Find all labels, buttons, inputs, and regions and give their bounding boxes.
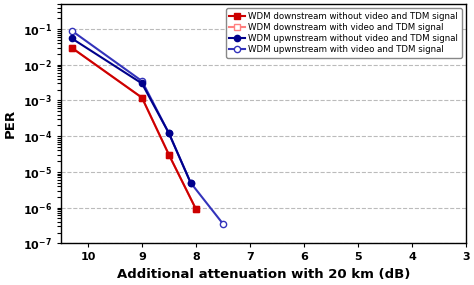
Line: WDM downstream without video and TDM signal: WDM downstream without video and TDM sig… — [69, 45, 199, 212]
Y-axis label: PER: PER — [4, 109, 17, 138]
Line: WDM upwnstream with video and TDM signal: WDM upwnstream with video and TDM signal — [69, 28, 226, 227]
WDM upwnstream with video and TDM signal — [220, 222, 226, 225]
WDM upwnstream with video and TDM signal — [139, 79, 145, 83]
WDM downstream without video and TDM signal — [166, 153, 172, 156]
WDM downstream with video and TDM signal — [193, 207, 199, 211]
Line: WDM downstream with video and TDM signal: WDM downstream with video and TDM signal — [69, 45, 199, 212]
WDM downstream without video and TDM signal — [139, 96, 145, 99]
X-axis label: Additional attenuation with 20 km (dB): Additional attenuation with 20 km (dB) — [117, 268, 410, 281]
WDM downstream with video and TDM signal — [69, 46, 74, 50]
Line: WDM upwnstream without video and TDM signal: WDM upwnstream without video and TDM sig… — [69, 35, 194, 186]
WDM downstream with video and TDM signal — [166, 153, 172, 156]
WDM upwnstream with video and TDM signal — [69, 29, 74, 32]
WDM upwnstream with video and TDM signal — [166, 132, 172, 135]
WDM upwnstream without video and TDM signal — [139, 82, 145, 85]
WDM downstream with video and TDM signal — [139, 96, 145, 99]
WDM upwnstream with video and TDM signal — [188, 181, 193, 184]
WDM upwnstream without video and TDM signal — [69, 37, 74, 40]
WDM upwnstream without video and TDM signal — [188, 181, 193, 184]
Legend: WDM downstream without video and TDM signal, WDM downstream with video and TDM s: WDM downstream without video and TDM sig… — [226, 9, 462, 58]
WDM upwnstream without video and TDM signal — [166, 132, 172, 135]
WDM downstream without video and TDM signal — [69, 46, 74, 50]
WDM downstream without video and TDM signal — [193, 207, 199, 211]
